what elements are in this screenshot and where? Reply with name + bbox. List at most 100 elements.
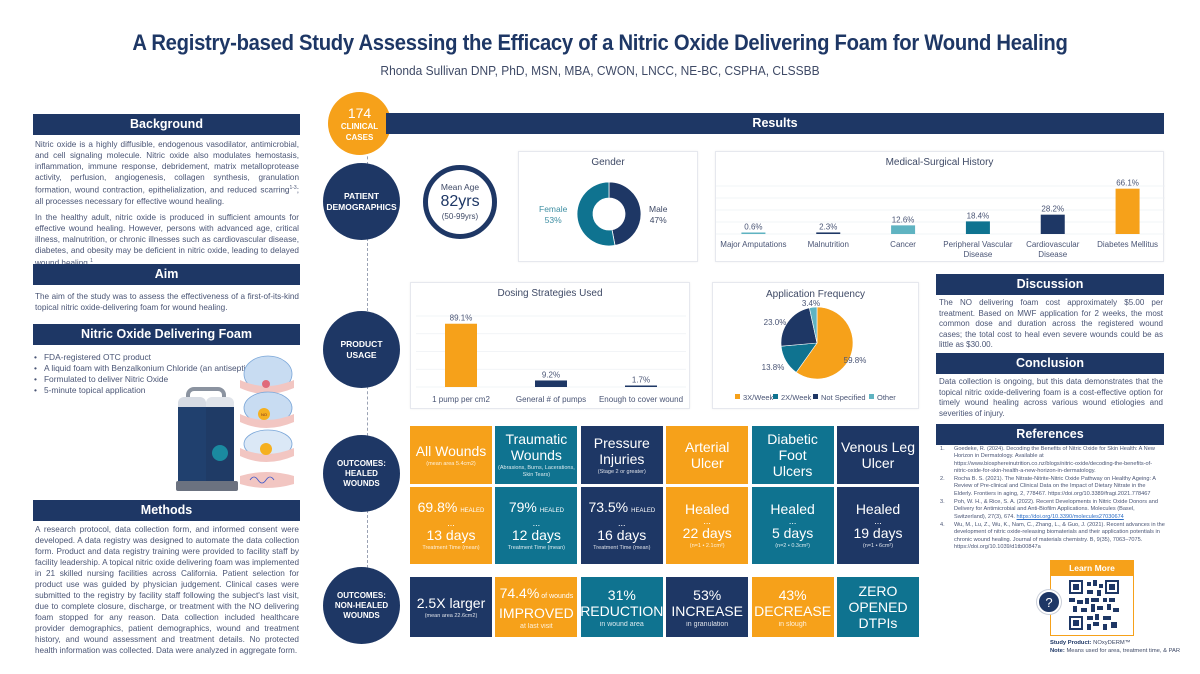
healed-result-tile: Healed... 22 days (n=1 • 2.1cm²) <box>666 487 749 564</box>
timeline-connector <box>367 510 368 568</box>
legend-female: Female 53% <box>539 204 567 226</box>
poster-title: A Registry-based Study Assessing the Eff… <box>132 30 1068 55</box>
note-value: Means used for area, treatment time, & P… <box>1066 647 1181 654</box>
category-subtitle: (Abrasions, Burns, Lacerations, Skin Tea… <box>498 465 575 478</box>
male-value: 47% <box>649 215 667 225</box>
nonhealed-outcome-tile: 31% REDUCTION in wound area <box>580 577 664 637</box>
conclusion-text: Data collection is ongoing, but this dat… <box>939 377 1163 418</box>
outcome-label: DECREASE <box>754 602 832 619</box>
background-para-1-end: ; all processes necessary for effective … <box>35 185 299 206</box>
separator-dots: ... <box>447 518 455 528</box>
product-usage-node: PRODUCT USAGE <box>323 311 400 388</box>
background-text: Nitric oxide is a highly diffusible, end… <box>35 139 299 273</box>
healed-tag: HEALED <box>460 508 485 514</box>
healed-tag: HEALED <box>539 508 564 514</box>
category-title: Ulcers <box>772 463 813 479</box>
help-question-icon[interactable]: ? <box>1037 590 1061 614</box>
pie-value-label: 13.8% <box>762 363 785 372</box>
chart-title: Dosing Strategies Used <box>497 288 603 299</box>
legend-label: 2X/Week <box>781 393 812 402</box>
bar <box>965 221 990 234</box>
outcome-detail: in slough <box>778 620 807 628</box>
node-label: WOUNDS <box>343 610 380 620</box>
pie-slice-not-specified <box>780 307 818 347</box>
node-label: WOUNDS <box>343 478 380 488</box>
reference-text: Wu, M., Lu, Z., Wu, K., Nam, C., Zhang, … <box>954 521 1165 550</box>
bar-value-label: 28.2% <box>1041 205 1064 214</box>
treatment-note: Treatment Time (mean) <box>422 545 480 551</box>
healed-rate: Healed <box>685 501 730 517</box>
outcome-value: 74.4% of wounds <box>499 584 574 601</box>
bar <box>535 380 567 387</box>
patient-demographics-node: PATIENT DEMOGRAPHICS <box>323 163 400 240</box>
cases-label-2: CASES <box>345 132 374 142</box>
reference-text: Rocha B. S. (2021). The Nitrate-Nitrite-… <box>954 476 1156 497</box>
outcome-value: 53% <box>693 586 722 603</box>
bar-value-label: 18.4% <box>967 211 990 220</box>
reference-number: 1. <box>940 446 945 452</box>
donut-slice-male <box>608 181 642 246</box>
study-product-value: NOxyDERM™ <box>1093 640 1131 646</box>
citation-marker: 1 <box>90 257 93 264</box>
timeline-connector <box>367 145 368 165</box>
donut-slice-female <box>576 181 616 247</box>
reference-number: 4. <box>940 521 945 528</box>
legend-male: Male 47% <box>649 204 667 226</box>
category-title: Injuries <box>599 450 645 467</box>
healed-result-tile: Healed... 5 days (n=2 • 0.3cm²) <box>751 487 834 564</box>
pie-slice-3x-week <box>795 306 854 380</box>
dosing-bar-chart: 89.1% 1 pump per cm2 9.2% General # of pump… <box>416 314 686 404</box>
legend-label: Other <box>877 393 896 402</box>
treatment-days: 22 days <box>682 525 732 541</box>
healed-category-tile: Diabetic Foot Ulcers <box>751 426 834 484</box>
separator-dots: ... <box>703 516 711 526</box>
bar <box>1115 188 1140 234</box>
qr-code-icon[interactable] <box>1069 580 1119 630</box>
dosing-chart-card: Dosing Strategies Used 89.1% 1 pump per c… <box>410 282 690 409</box>
timeline-connector <box>367 386 368 436</box>
male-label: Male <box>649 204 668 214</box>
legend-label: 3X/Week <box>743 393 774 402</box>
treatment-note: Treatment Time (mean) <box>507 545 566 551</box>
reference-number: 2. <box>940 476 945 483</box>
diagram-stage-2: NO <box>240 391 294 428</box>
pie-value-label: 23.0% <box>764 318 787 327</box>
medical-history-card: Medical-Surgical History 0.6% Major Amput… <box>715 151 1165 262</box>
learn-more-label: Learn More <box>1051 561 1133 576</box>
category-title: Arterial <box>685 439 730 455</box>
healed-category-tile: Venous Leg Ulcer <box>837 426 919 484</box>
note-label: Note: <box>1050 647 1065 654</box>
app-frequency-pie-chart: 59.8% 13.8% 23.0% 3.4% 3X/Week 2X/Week Not Spe… <box>735 299 896 402</box>
outcome-value: 43% <box>778 586 807 603</box>
healed-tag: HEALED <box>631 508 656 514</box>
no-label: NO <box>261 412 267 417</box>
mean-age-value: 82yrs <box>440 193 480 210</box>
medical-history-bar-chart: 0.6% Major Amputations 2.3% Malnutrition 12.… <box>716 179 1165 259</box>
reference-item: 2. Rocha B. S. (2021). The Nitrate-Nitrit… <box>940 476 1165 498</box>
outcomes-nonhealed-node: OUTCOMES: NON-HEALED WOUNDS <box>323 567 400 644</box>
poster-authors: Rhonda Sullivan DNP, PhD, MSN, MBA, CWON… <box>380 63 820 78</box>
bar <box>445 323 477 387</box>
reference-doi-link[interactable]: https://doi.org/10.3390/molecules2703067… <box>1016 513 1124 520</box>
conclusion-heading: Conclusion <box>936 353 1164 374</box>
outcome-detail: at last visit <box>520 622 553 630</box>
learn-more-box[interactable]: Learn More <box>1050 560 1134 636</box>
bar-value-label: 89.1% <box>450 314 473 323</box>
aim-text: The aim of the study was to assess the e… <box>35 292 299 312</box>
bar <box>625 385 657 387</box>
outcome-label: REDUCTION <box>580 602 664 619</box>
healed-rate: 79% HEALED <box>508 499 564 515</box>
reference-number: 3. <box>940 499 945 506</box>
node-label: PATIENT <box>343 190 380 201</box>
bar-value-label: 9.2% <box>542 370 560 379</box>
outcome-value: 31% <box>607 586 636 603</box>
node-label: NON-HEALED <box>334 600 389 610</box>
category-title: Diabetic Foot <box>767 431 818 463</box>
chart-title: Application Frequency <box>766 289 865 300</box>
product-bottles-image <box>176 387 238 491</box>
nonhealed-outcome-tile: ZERO OPENED DTPIs <box>837 577 919 637</box>
treatment-days: 16 days <box>597 527 647 543</box>
female-label: Female <box>539 204 568 214</box>
outcome-detail: in wound area <box>599 620 644 628</box>
outcome-label: INCREASE <box>671 602 743 619</box>
